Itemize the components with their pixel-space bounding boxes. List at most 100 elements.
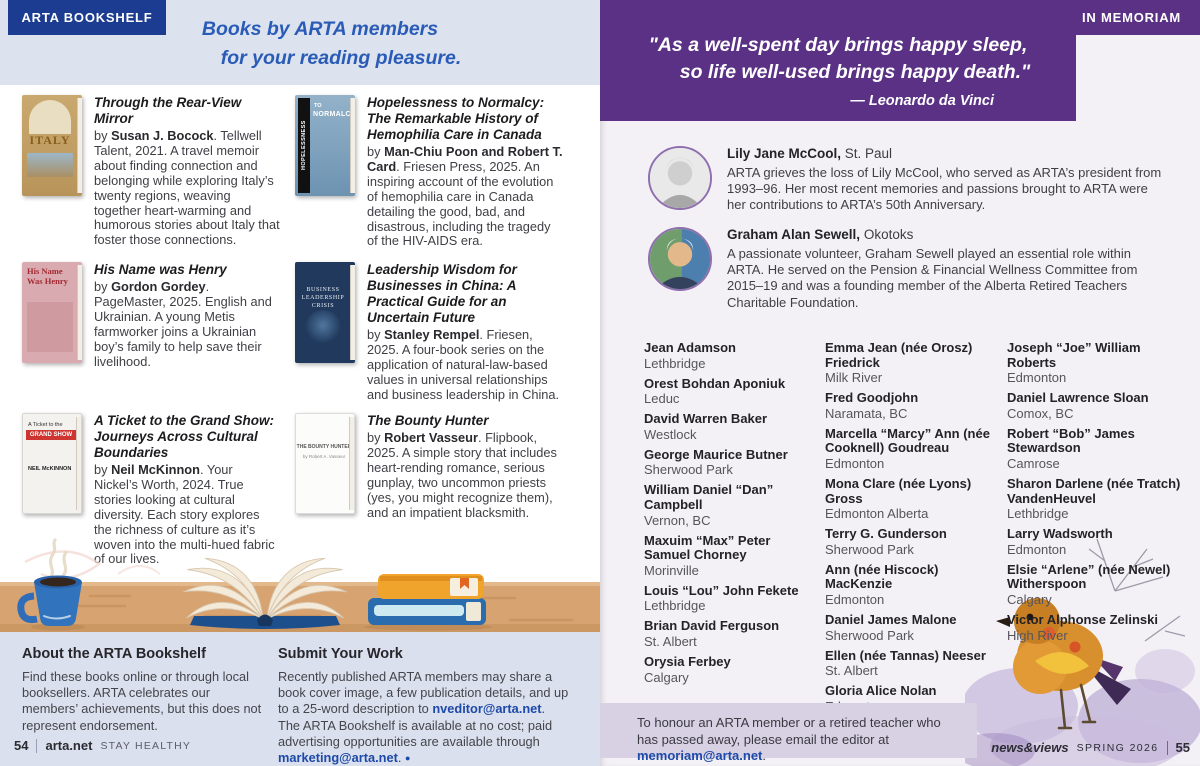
quote-attribution: — Leonardo da Vinci — [850, 93, 994, 109]
memoriam-entry: Fred Goodjohn Naramata, BC — [825, 390, 919, 421]
memoriam-page: "As a well-spent day brings happy sleep,… — [600, 0, 1200, 766]
memoriam-entry: William Daniel “Dan” Campbell Vernon, BC — [644, 482, 774, 528]
tribute-entry: Lily Jane McCool, St. Paul ARTA grieves … — [648, 146, 1163, 214]
footer-divider — [36, 738, 38, 753]
tribute-city: St. Paul — [841, 146, 893, 161]
issue-season: SPRING 2026 — [1076, 741, 1159, 754]
memoriam-entry: Larry Wadsworth Edmonton — [1007, 526, 1113, 557]
book-author: Man-Chiu Poon and Robert T. Card — [367, 144, 563, 174]
cover-figures-art — [27, 302, 73, 352]
tribute-entry: Graham Alan Sewell, Okotoks A passionate… — [648, 227, 1163, 311]
memoriam-entry: Joseph “Joe” William Roberts Edmonton — [1007, 340, 1141, 386]
bookshelf-header-band: ARTA BOOKSHELF Books by ARTA members for… — [0, 0, 600, 85]
site-url: arta.net — [45, 738, 93, 753]
page-title: Books by ARTA members for your reading p… — [150, 15, 490, 73]
cover-title-text: ITALY — [29, 133, 71, 147]
memoriam-name-column-1: Jean Adamson Lethbridge Orest Bohdan Apon… — [644, 340, 820, 691]
right-page-footer: news&views SPRING 2026 55 — [991, 740, 1190, 755]
book-author: Robert Vasseur — [384, 430, 478, 445]
cover-title-text: TO — [314, 103, 322, 109]
book-entry: HOPELESSNESS TO NORMALCY Hopelessness to… — [295, 95, 563, 249]
memoriam-entry: Robert “Bob” James Stewardson Camrose — [1007, 425, 1135, 471]
memoriam-entry: Victor Alphonse Zelinski High River — [1007, 611, 1158, 643]
reading-table-illustration — [0, 538, 600, 632]
memoriam-entry: Marcella “Marcy” Ann (née Cooknell) Goud… — [825, 425, 990, 471]
memoriam-entry: Orest Bohdan Aponiuk Leduc — [644, 375, 786, 407]
cover-bonsai-art — [305, 310, 341, 344]
memoriam-entry: Ann (née Hiscock) MacKenzie Edmonton — [825, 561, 939, 607]
page-number: 54 — [14, 738, 29, 753]
memoriam-name-column-3: Joseph “Joe” William Roberts Edmonton Dan… — [1007, 340, 1183, 649]
book-cover-bounty: THE BOUNTY HUNTER by Robert A. Vasseur — [295, 413, 355, 514]
submit-section: Submit Your Work Recently published ARTA… — [278, 646, 570, 766]
memoriam-entry: Brian David Ferguson St. Albert — [644, 618, 780, 649]
book-title: His Name was Henry — [94, 262, 227, 277]
memoriam-entry: Sharon Darlene (née Tratch) VandenHeuvel… — [1007, 475, 1181, 522]
book-cover-hopelessness: HOPELESSNESS TO NORMALCY — [295, 95, 355, 196]
cover-author-text: NEIL McKINNON — [28, 466, 72, 472]
memoriam-entry: Elsie “Arlene” (née Newel) Witherspoon Ca… — [1007, 561, 1171, 607]
memoriam-entry: Mona Clare (née Lyons) Gross Edmonton Alb… — [825, 475, 972, 522]
cover-arch-art — [29, 100, 71, 134]
memoriam-submission-note: To honour an ARTA member or a retired te… — [600, 703, 977, 763]
book-cover-leadership: BUSINESS LEADERSHIP CRISIS — [295, 262, 355, 363]
bookshelf-footer-band: About the ARTA Bookshelf Find these book… — [0, 632, 600, 766]
book-cover-henry: His Name Was Henry — [22, 262, 82, 363]
page-title-line1: Books by ARTA members — [201, 18, 439, 40]
page-title-line2: for your reading pleasure. — [220, 47, 462, 69]
book-author: Susan J. Bocock — [111, 128, 214, 143]
book-page-edge — [350, 265, 355, 360]
book-description: by Neil McKinnon. Your Nickel’s Worth, 2… — [94, 462, 275, 567]
tribute-photo — [648, 227, 712, 291]
memoriam-entry: Louis “Lou” John Fekete Lethbridge — [644, 582, 799, 614]
book-title: Through the Rear-View Mirror — [94, 95, 242, 126]
cover-title-text: A Ticket to the — [28, 422, 63, 428]
memoriam-entry: Maxuim “Max” Peter Samuel Chorney Morinvi… — [644, 532, 771, 578]
magazine-brand: news&views — [991, 740, 1069, 755]
book-author: Gordon Gordey — [111, 279, 206, 294]
book-page-edge — [77, 98, 82, 193]
book-page-edge — [349, 417, 354, 510]
book-entry: BUSINESS LEADERSHIP CRISIS Leadership Wi… — [295, 262, 563, 403]
cover-author-text: by Robert A. Vasseur — [302, 454, 346, 459]
cover-title-text: NORMALCY — [313, 111, 355, 118]
tribute-text: ARTA grieves the loss of Lily McCool, wh… — [727, 165, 1162, 213]
book-title: Hopelessness to Normalcy: The Remarkable… — [367, 95, 545, 142]
submit-heading: Submit Your Work — [278, 646, 403, 662]
tribute-photo — [648, 146, 712, 210]
book-page-edge — [76, 417, 81, 510]
book-title: A Ticket to the Grand Show: Journeys Acr… — [94, 413, 275, 460]
footer-divider — [1166, 740, 1168, 755]
tribute-city: Okotoks — [860, 227, 914, 242]
book-author: Stanley Rempel — [384, 327, 480, 342]
cover-title-text: THE BOUNTY HUNTER — [296, 444, 352, 450]
memoriam-entry: Ellen (née Tannas) Neeser St. Albert — [825, 647, 986, 679]
memoriam-email-link[interactable]: memoriam@arta.net — [637, 748, 763, 763]
book-title: Leadership Wisdom for Businesses in Chin… — [367, 262, 517, 325]
quote-line2: so life well-used brings happy death." — [679, 61, 1031, 83]
left-page-footer: 54 arta.net STAY HEALTHY — [14, 738, 191, 753]
editor-email-link[interactable]: nveditor@arta.net — [432, 701, 542, 717]
in-memoriam-badge: IN MEMORIAM — [1063, 0, 1200, 35]
cover-spine-text: HOPELESSNESS — [298, 98, 310, 193]
book-cover-italy: ITALY — [22, 95, 82, 196]
memoriam-quote-box: "As a well-spent day brings happy sleep,… — [600, 0, 1076, 121]
book-entry: ITALY Through the Rear-View Mirror by Su… — [22, 95, 280, 248]
book-page-edge — [350, 98, 355, 193]
submit-body: Recently published ARTA members may shar… — [278, 669, 569, 766]
end-mark-icon: ● — [405, 753, 411, 764]
book-description: by Robert Vasseur. Flipbook, 2025. A sim… — [367, 430, 557, 520]
book-title: The Bounty Hunter — [367, 413, 489, 428]
book-entry: THE BOUNTY HUNTER by Robert A. Vasseur T… — [295, 413, 563, 520]
about-body: Find these books online or through local… — [22, 669, 262, 733]
book-page-edge — [77, 265, 82, 360]
page-number: 55 — [1175, 740, 1190, 755]
about-section: About the ARTA Bookshelf Find these book… — [22, 646, 262, 734]
memoriam-entry: Terry G. Gunderson Sherwood Park — [825, 526, 947, 557]
memoriam-name-column-2: Emma Jean (née Orosz) Friedrick Milk Rive… — [825, 340, 1001, 720]
marketing-email-link[interactable]: marketing@arta.net — [278, 750, 398, 766]
tribute-name: Lily Jane McCool, St. Paul — [727, 146, 893, 161]
cover-photo-art — [27, 153, 73, 177]
book-entry: His Name Was Henry His Name was Henry by… — [22, 262, 280, 369]
